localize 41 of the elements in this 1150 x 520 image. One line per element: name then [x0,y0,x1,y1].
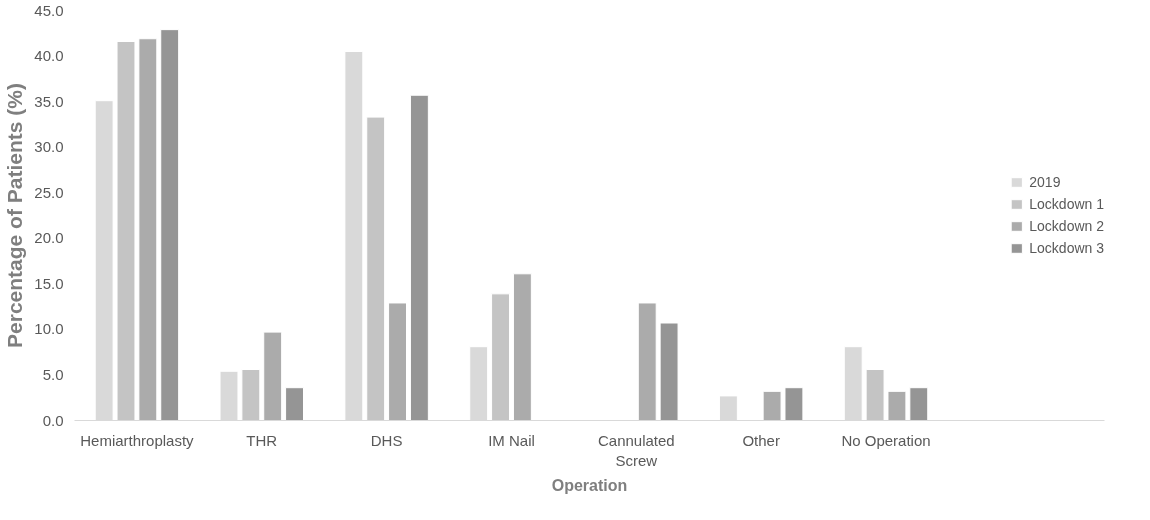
x-tick-label: IM Nail [488,431,535,449]
bar [409,94,429,421]
x-tick-label: Hemiarthroplasty [80,431,195,449]
x-tick-label: Cannulated Screw [597,431,675,469]
x-tick-label: Other [742,431,780,449]
bar [388,302,407,421]
y-tick-label: 0.0 [42,411,64,429]
x-tick-label: THR [246,431,278,449]
y-axis-title: Percentage of Patients (%) [3,83,27,348]
bar [241,368,261,421]
x-tick-label: DHS [370,431,403,449]
bar [512,273,532,421]
bar [637,302,657,421]
y-tick-label: 5.0 [42,365,64,383]
bar [285,387,304,421]
x-tick-label: No Operation [841,431,931,449]
y-tick-label: 35.0 [34,92,64,110]
bar [887,390,907,421]
legend-label: Lockdown 3 [1029,240,1104,256]
bar [116,40,136,421]
y-tick-label: 20.0 [34,229,64,247]
x-axis-title: Operation [551,476,628,494]
legend-label: Lockdown 2 [1029,218,1104,234]
bar [909,387,929,421]
y-tick-label: 45.0 [34,1,64,19]
bar [784,387,804,421]
y-tick-label: 40.0 [34,47,64,65]
bar [762,390,782,421]
y-tick-label: 15.0 [34,274,64,292]
bar [160,29,180,421]
bar [263,331,283,421]
bar [659,322,679,421]
y-tick-label: 25.0 [34,183,64,201]
y-tick-label: 10.0 [34,320,64,338]
bar [138,38,158,421]
bar [366,116,386,421]
bar [491,293,510,421]
y-tick-label: 30.0 [34,138,64,156]
bar [865,368,885,421]
legend-label: Lockdown 1 [1029,196,1104,212]
legend-label: 2019 [1029,174,1061,190]
